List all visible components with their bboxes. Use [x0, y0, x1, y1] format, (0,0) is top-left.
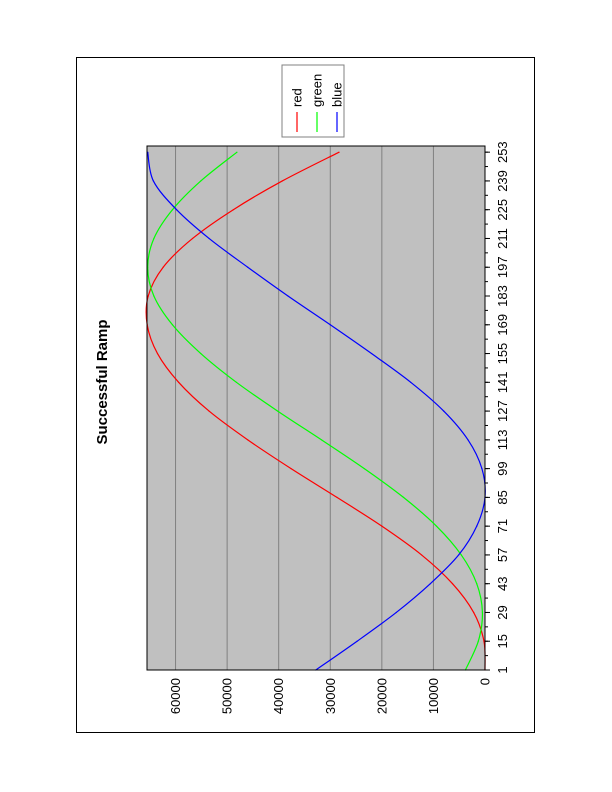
data-point-green — [171, 209, 174, 211]
data-point-green — [460, 554, 462, 556]
data-point-red — [336, 496, 338, 498]
x-tick-label: 211 — [495, 228, 510, 249]
data-point-blue — [467, 439, 469, 441]
data-point-blue — [370, 352, 373, 355]
x-tick-label: 197 — [495, 256, 510, 278]
data-point-green — [363, 468, 365, 470]
x-tick-label: 253 — [495, 141, 510, 163]
y-tick-label: 20000 — [374, 678, 389, 714]
data-point-red — [178, 381, 180, 383]
x-tick-label: 169 — [495, 314, 510, 336]
y-tick-label: 60000 — [168, 678, 183, 714]
data-point-blue — [329, 324, 331, 326]
data-point-green — [402, 496, 405, 498]
x-tick-label: 71 — [495, 519, 510, 533]
x-tick-label: 183 — [495, 285, 510, 307]
data-point-green — [477, 640, 479, 642]
x-tick-label: 127 — [495, 400, 510, 422]
data-point-blue — [410, 381, 412, 383]
y-tick-label: 10000 — [426, 678, 441, 714]
data-point-red — [247, 439, 249, 441]
data-point-green — [277, 410, 279, 412]
data-point-green — [481, 611, 484, 614]
x-tick-label: 155 — [495, 343, 510, 365]
y-tick-label: 0 — [478, 678, 493, 685]
data-point-green — [171, 324, 174, 326]
data-point-blue — [443, 410, 445, 412]
data-point-green — [476, 583, 478, 585]
data-point-green — [153, 237, 155, 240]
x-tick-label: 43 — [495, 576, 510, 590]
data-point-blue — [481, 468, 483, 470]
data-point-red — [281, 180, 283, 182]
data-point-green — [200, 180, 202, 182]
legend-label-green: green — [310, 74, 325, 107]
data-point-blue — [356, 640, 358, 642]
x-tick-label: 239 — [495, 170, 510, 192]
x-tick-label: 29 — [495, 605, 510, 619]
x-tick-label: 57 — [495, 548, 510, 562]
x-tick-label: 225 — [495, 199, 510, 221]
data-point-red — [290, 468, 292, 470]
x-tick-label: 15 — [495, 634, 510, 648]
data-point-red — [473, 611, 475, 614]
data-point-blue — [152, 180, 154, 182]
data-point-green — [435, 525, 438, 527]
data-point-green — [320, 439, 323, 441]
x-tick-label: 85 — [495, 490, 510, 504]
data-point-red — [162, 266, 164, 268]
chart-title: Successful Ramp — [94, 319, 111, 444]
legend-label-red: red — [290, 88, 305, 107]
y-tick-label: 50000 — [220, 678, 235, 714]
data-point-blue — [458, 554, 460, 556]
data-point-blue — [247, 266, 249, 268]
x-tick-label: 99 — [495, 461, 510, 475]
data-point-red — [338, 151, 340, 153]
x-tick-label: 1 — [495, 666, 510, 673]
plot-area — [147, 146, 485, 670]
y-tick-label: 30000 — [323, 678, 338, 714]
page-frame: 0 10000 20000 30000 40000 50000 60000 1 15 29 43 57… — [76, 57, 535, 733]
legend: red green blue — [281, 64, 345, 138]
data-point-blue — [395, 611, 397, 614]
data-point-green — [235, 381, 238, 383]
data-point-red — [147, 295, 149, 297]
legend-label-blue: blue — [330, 82, 345, 107]
data-point-red — [420, 554, 423, 556]
data-point-red — [232, 209, 234, 211]
data-point-red — [451, 583, 454, 585]
data-point-red — [156, 352, 159, 355]
x-tick-label: 141 — [495, 371, 510, 393]
data-point-red — [381, 525, 383, 527]
data-point-green — [236, 151, 238, 153]
data-point-green — [200, 352, 202, 355]
data-point-red — [483, 640, 485, 642]
data-point-red — [191, 237, 194, 240]
plot-border — [146, 145, 486, 671]
data-point-blue — [175, 209, 178, 211]
x-tick-label: 113 — [495, 429, 510, 450]
data-point-blue — [287, 295, 289, 297]
data-point-blue — [208, 237, 210, 240]
chart: 0 10000 20000 30000 40000 50000 60000 1 15 29 43 57… — [94, 64, 510, 714]
y-tick-label: 40000 — [271, 678, 286, 714]
data-point-green — [153, 295, 155, 297]
data-point-blue — [476, 525, 478, 527]
data-point-blue — [429, 583, 431, 585]
data-point-red — [208, 410, 210, 412]
